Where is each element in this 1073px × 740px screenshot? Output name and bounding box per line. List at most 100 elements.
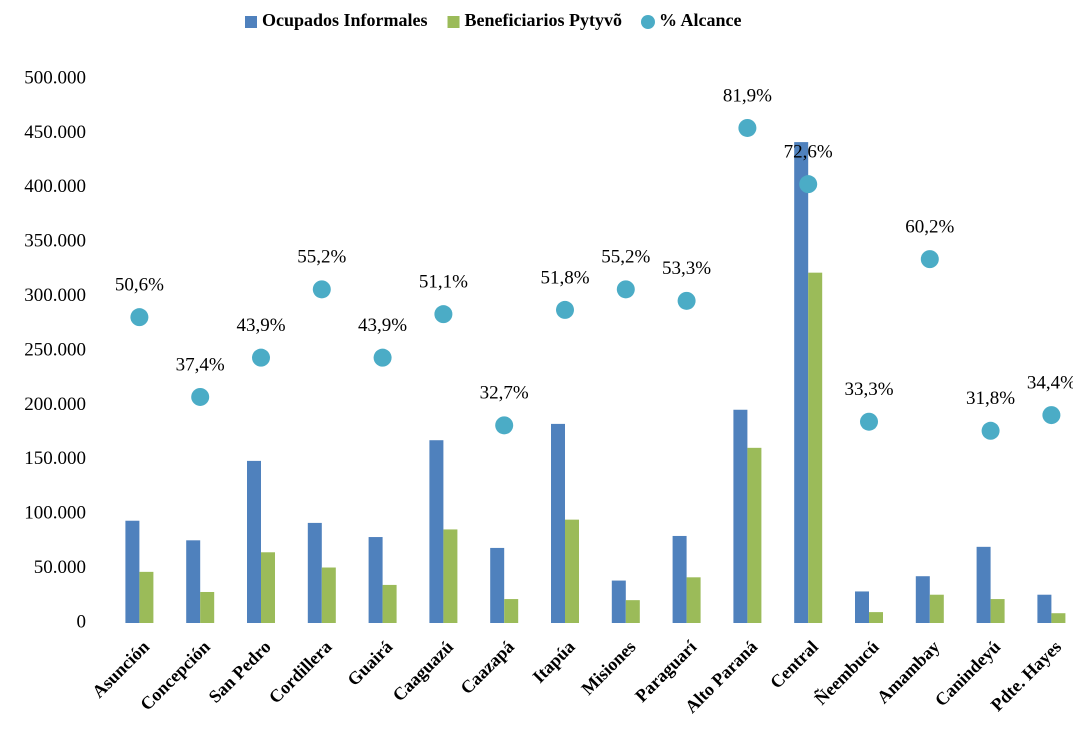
x-tick-label: San Pedro <box>205 637 275 707</box>
point <box>312 280 331 299</box>
x-tick-label: Guairá <box>343 637 396 690</box>
bar <box>990 599 1005 623</box>
y-tick-label: 0 <box>77 611 87 632</box>
bar <box>855 591 869 623</box>
bar <box>307 522 322 623</box>
x-tick-label: Caaguazú <box>389 637 458 706</box>
x-tick-label-group: Itapúa <box>529 637 579 687</box>
bar <box>625 600 640 623</box>
point <box>556 300 574 319</box>
y-tick-label: 300.000 <box>24 285 86 306</box>
bar <box>1051 613 1066 623</box>
point <box>1042 406 1061 425</box>
y-tick-label: 500.000 <box>24 67 86 88</box>
legend-swatch <box>245 16 257 28</box>
point <box>130 308 149 327</box>
point <box>799 175 818 194</box>
bar <box>611 580 626 623</box>
data-label: 81,9% <box>723 85 772 106</box>
bar <box>808 272 823 623</box>
bar <box>186 540 201 623</box>
y-tick-label: 50.000 <box>34 557 86 578</box>
x-tick-label-group: Caaguazú <box>389 637 458 706</box>
bar <box>247 460 261 623</box>
point <box>495 416 514 435</box>
data-label: 31,8% <box>966 388 1015 409</box>
x-tick-label-group: Cordillera <box>265 637 336 708</box>
bar <box>686 577 701 623</box>
data-label: 32,7% <box>480 383 529 404</box>
x-tick-label-group: San Pedro <box>205 637 275 707</box>
bar <box>976 546 991 623</box>
x-tick-label-group: Guairá <box>343 637 396 690</box>
data-label: 43,9% <box>358 315 407 336</box>
y-tick-label: 450.000 <box>24 122 86 143</box>
x-tick-label: Itapúa <box>529 637 579 687</box>
data-label: 53,3% <box>662 258 711 279</box>
y-tick-label: 100.000 <box>24 503 86 524</box>
data-label: 51,1% <box>419 271 468 292</box>
legend-label: % Alcance <box>659 10 742 30</box>
bar <box>443 529 458 623</box>
bar <box>869 612 883 623</box>
point <box>434 305 453 324</box>
legend-label: Ocupados Informales <box>262 10 428 30</box>
point <box>252 348 270 367</box>
data-label: 43,9% <box>236 315 285 336</box>
bar <box>1037 594 1052 623</box>
data-label: 33,3% <box>844 379 893 400</box>
y-tick-label: 350.000 <box>24 231 86 252</box>
bar <box>261 552 275 623</box>
data-label: 55,2% <box>601 247 650 268</box>
point <box>616 280 635 299</box>
bar <box>672 535 687 623</box>
data-label: 50,6% <box>115 275 164 296</box>
point <box>920 250 939 269</box>
bar <box>368 537 383 623</box>
legend-swatch <box>447 16 460 28</box>
bar <box>733 409 748 623</box>
bar <box>929 594 944 623</box>
point <box>981 421 1000 440</box>
bar <box>794 142 809 623</box>
x-tick-label: Ñeembucú <box>810 636 883 709</box>
point <box>860 412 878 431</box>
bar <box>504 599 519 623</box>
data-label: 60,2% <box>905 216 954 237</box>
y-tick-label: 250.000 <box>24 339 86 360</box>
legend-swatch <box>640 15 655 29</box>
data-label: 34,4% <box>1027 372 1073 393</box>
bar <box>139 571 154 623</box>
bar <box>747 447 762 623</box>
y-tick-label: 200.000 <box>24 394 86 415</box>
x-tick-label-group: Misiones <box>577 637 639 699</box>
x-tick-label-group: Ñeembucú <box>810 636 883 709</box>
y-tick-label: 400.000 <box>24 176 86 197</box>
bar <box>321 567 336 623</box>
bar <box>565 519 579 623</box>
x-tick-label: Central <box>766 637 822 693</box>
bar <box>382 584 397 623</box>
point <box>677 291 696 310</box>
data-label: 72,6% <box>784 142 833 163</box>
bar <box>915 576 930 623</box>
y-tick-label: 150.000 <box>24 448 86 469</box>
data-label: 55,2% <box>297 247 346 268</box>
point <box>191 387 210 406</box>
x-tick-label: Caazapá <box>456 637 518 699</box>
bar <box>551 423 565 623</box>
data-label: 37,4% <box>176 354 225 375</box>
data-label: 51,8% <box>540 267 589 288</box>
bar <box>125 520 140 623</box>
bar <box>490 547 505 623</box>
x-tick-label-group: Central <box>766 637 822 693</box>
x-tick-label: Misiones <box>577 637 639 699</box>
point <box>373 348 392 367</box>
legend-label: Beneficiarios Pytyvõ <box>465 10 622 30</box>
x-tick-label: Cordillera <box>265 637 336 708</box>
bar <box>200 591 215 623</box>
x-tick-label-group: Caazapá <box>456 637 518 699</box>
point <box>738 118 757 137</box>
bar <box>429 440 444 623</box>
